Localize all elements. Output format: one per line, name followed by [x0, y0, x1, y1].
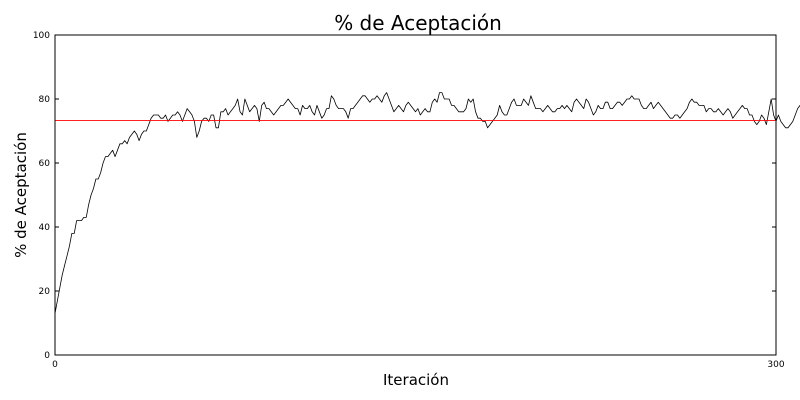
- y-tick-label: 80: [39, 95, 51, 105]
- y-tick-label: 0: [44, 351, 50, 361]
- x-axis-title: Iteración: [383, 371, 449, 389]
- axes-frame: [54, 34, 777, 356]
- chart-title: % de Aceptación: [334, 11, 502, 35]
- plot-area: 0 20 40 60 80 100 0 300: [33, 31, 800, 370]
- x-tick-label: 300: [767, 360, 784, 370]
- y-tick-label: 20: [39, 287, 51, 297]
- y-tick-label: 40: [39, 223, 51, 233]
- y-tick-label: 60: [39, 159, 51, 169]
- x-tick-label: 0: [52, 360, 58, 370]
- acceptance-series-line: [54, 92, 800, 314]
- y-axis-title: % de Aceptación: [12, 132, 30, 258]
- y-tick-label: 100: [33, 31, 50, 41]
